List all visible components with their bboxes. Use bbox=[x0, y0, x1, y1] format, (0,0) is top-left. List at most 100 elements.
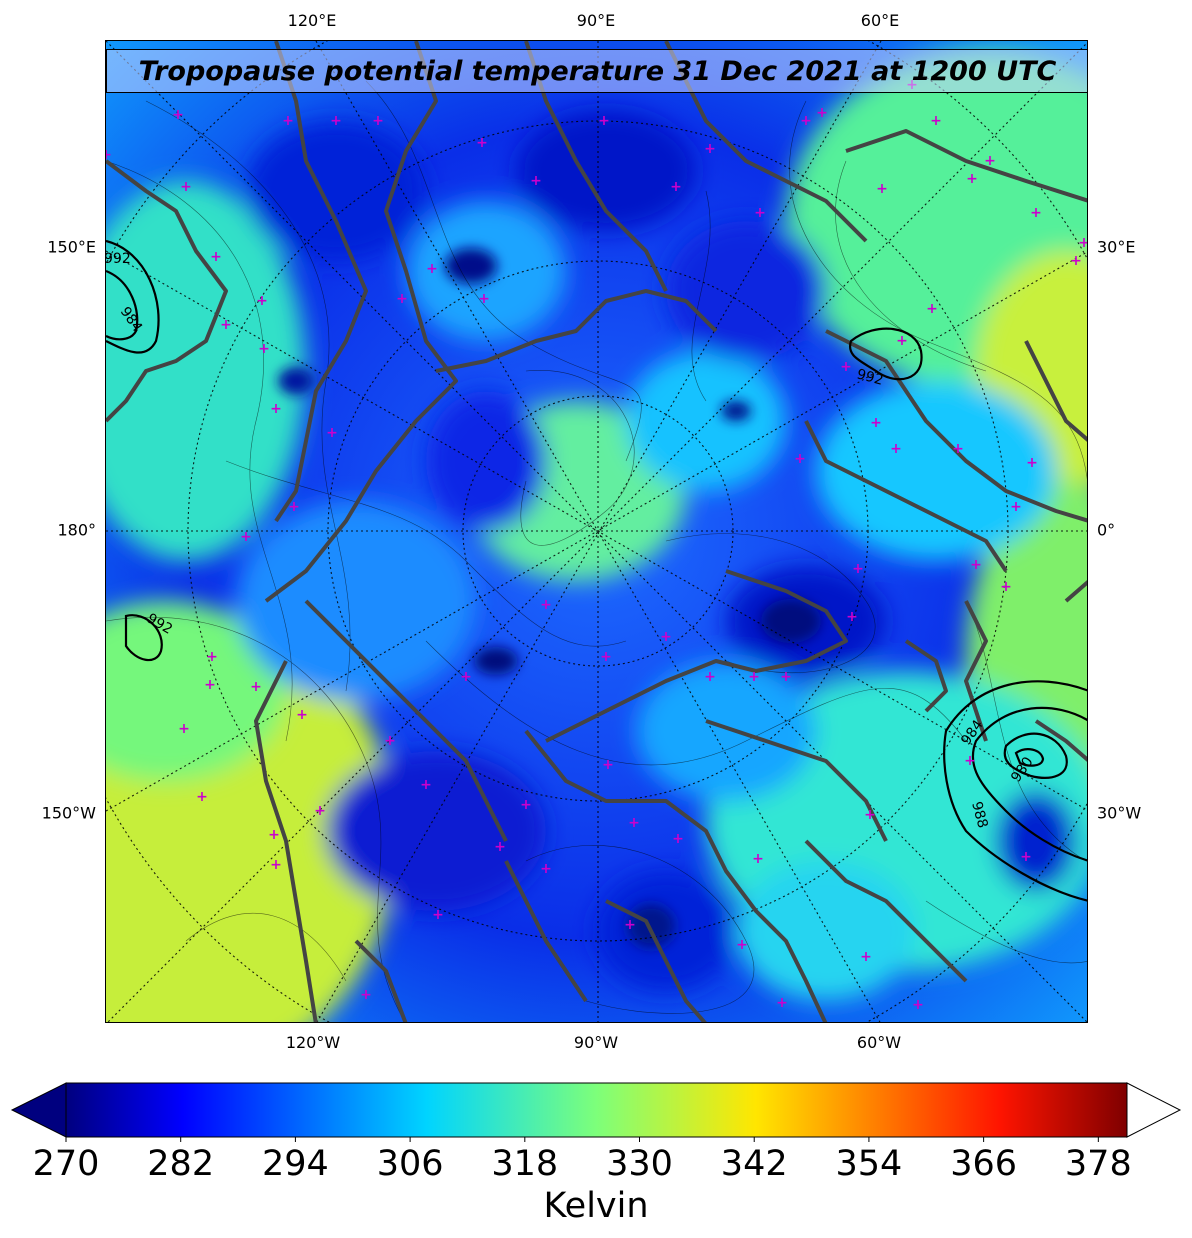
map-title: Tropopause potential temperature 31 Dec … bbox=[138, 55, 1057, 87]
station-marker: + bbox=[952, 441, 964, 457]
lat-label-left: 180° bbox=[57, 520, 96, 540]
lon-label-top: 120°E bbox=[287, 11, 337, 30]
station-marker: + bbox=[314, 803, 326, 819]
station-marker: + bbox=[970, 557, 982, 573]
colorbar-tick-label: 306 bbox=[376, 1144, 444, 1184]
colorbar-tick-label: 282 bbox=[147, 1144, 215, 1184]
colorbar bbox=[10, 1082, 1182, 1142]
station-marker: + bbox=[530, 173, 542, 189]
station-marker: + bbox=[476, 135, 488, 151]
station-marker: + bbox=[172, 107, 184, 123]
station-marker: + bbox=[1078, 235, 1088, 251]
station-marker: + bbox=[672, 831, 684, 847]
station-marker: + bbox=[704, 141, 716, 157]
station-marker: + bbox=[330, 113, 342, 129]
temperature-blobs bbox=[106, 51, 1087, 1022]
colorbar-min-extend bbox=[10, 1082, 67, 1138]
station-marker: + bbox=[1010, 499, 1022, 515]
lon-label-bottom: 60°W bbox=[856, 1033, 902, 1052]
colorbar-tick-label: 294 bbox=[261, 1144, 329, 1184]
station-marker: + bbox=[876, 181, 888, 197]
station-marker: + bbox=[794, 451, 806, 467]
isentrope-lines bbox=[106, 80, 1087, 1022]
map-title-box: Tropopause potential temperature 31 Dec … bbox=[106, 49, 1087, 93]
graticule bbox=[106, 41, 1087, 1022]
lat-label-right: 0° bbox=[1097, 520, 1116, 540]
station-marker: + bbox=[478, 291, 490, 307]
station-marker: + bbox=[660, 629, 672, 645]
lat-label-right: 30°E bbox=[1097, 237, 1136, 257]
station-marker: + bbox=[384, 733, 396, 749]
station-marker: + bbox=[360, 987, 372, 1003]
pressure-label: 992 bbox=[106, 251, 131, 267]
colorbar-gradient bbox=[65, 1082, 1128, 1138]
station-marker: + bbox=[598, 113, 610, 129]
station-marker: + bbox=[210, 249, 222, 265]
station-marker: + bbox=[106, 147, 112, 163]
station-marker: + bbox=[852, 561, 864, 577]
station-marker: + bbox=[800, 113, 812, 129]
station-marker: + bbox=[946, 1019, 958, 1023]
station-marker: + bbox=[966, 171, 978, 187]
station-marker: + bbox=[748, 669, 760, 685]
lon-label-top: 60°E bbox=[860, 11, 900, 30]
station-marker: + bbox=[270, 857, 282, 873]
station-marker: + bbox=[206, 649, 218, 665]
station-marker: + bbox=[602, 757, 614, 773]
station-marker: + bbox=[240, 529, 252, 545]
colorbar-tick-label: 354 bbox=[835, 1144, 903, 1184]
station-marker: + bbox=[864, 807, 876, 823]
pressure-label: 988 bbox=[968, 800, 990, 830]
station-marker: + bbox=[896, 333, 908, 349]
colorbar-tick-label: 378 bbox=[1064, 1144, 1132, 1184]
station-marker: + bbox=[420, 777, 432, 793]
station-marker: + bbox=[600, 649, 612, 665]
station-marker: + bbox=[494, 839, 506, 855]
station-marker: + bbox=[984, 153, 996, 169]
station-marker: + bbox=[840, 359, 852, 375]
station-marker: + bbox=[816, 105, 828, 121]
station-marker: + bbox=[396, 291, 408, 307]
station-marker: + bbox=[628, 815, 640, 831]
station-marker: + bbox=[704, 669, 716, 685]
station-marker: + bbox=[520, 797, 532, 813]
lat-label-left: 150°W bbox=[41, 803, 96, 823]
station-marker: + bbox=[204, 677, 216, 693]
station-marker: + bbox=[754, 205, 766, 221]
station-marker: + bbox=[624, 917, 636, 933]
station-marker: + bbox=[846, 609, 858, 625]
station-marker: + bbox=[296, 707, 308, 723]
colorbar-tick-label: 270 bbox=[32, 1144, 100, 1184]
lat-label-right: 30°W bbox=[1097, 803, 1142, 823]
dark-vortices bbox=[278, 248, 821, 948]
colorbar-max-extend bbox=[1126, 1082, 1182, 1138]
station-marker: + bbox=[1070, 253, 1082, 269]
station-marker: + bbox=[1020, 849, 1032, 865]
map-frame: + + + + + + + + + + + + + + + + + + + + + + + + + + + + + + + + + + + + + + + +… bbox=[105, 40, 1088, 1023]
station-marker: + bbox=[220, 317, 232, 333]
station-marker: + bbox=[326, 425, 338, 441]
station-markers: + + + + + + + + + + + + + + + + + + + + + + + + + + + + + + + + + + + + + + + +… bbox=[106, 77, 1088, 1023]
colorbar-tick-label: 330 bbox=[606, 1144, 673, 1184]
station-marker: + bbox=[964, 753, 976, 769]
lon-label-top: 90°E bbox=[576, 11, 616, 30]
station-marker: + bbox=[268, 827, 280, 843]
colorbar-tick-label: 366 bbox=[950, 1144, 1018, 1184]
station-marker: + bbox=[890, 441, 902, 457]
station-marker: + bbox=[1030, 205, 1042, 221]
station-marker: + bbox=[670, 179, 682, 195]
station-marker: + bbox=[250, 679, 262, 695]
lon-label-bottom: 120°W bbox=[285, 1033, 341, 1052]
station-marker: + bbox=[540, 861, 552, 877]
station-marker: + bbox=[258, 341, 270, 357]
station-marker: + bbox=[776, 995, 788, 1011]
station-marker: + bbox=[540, 597, 552, 613]
station-marker: + bbox=[372, 113, 384, 129]
colorbar-tick-label: 318 bbox=[491, 1144, 559, 1184]
colorbar-label: Kelvin bbox=[543, 1186, 649, 1226]
station-marker: + bbox=[752, 851, 764, 867]
colorbar-tick-label: 342 bbox=[720, 1144, 788, 1184]
station-marker: + bbox=[930, 113, 942, 129]
map-canvas: + + + + + + + + + + + + + + + + + + + + + + + + + + + + + + + + + + + + + + + +… bbox=[106, 41, 1088, 1023]
station-marker: + bbox=[426, 261, 438, 277]
